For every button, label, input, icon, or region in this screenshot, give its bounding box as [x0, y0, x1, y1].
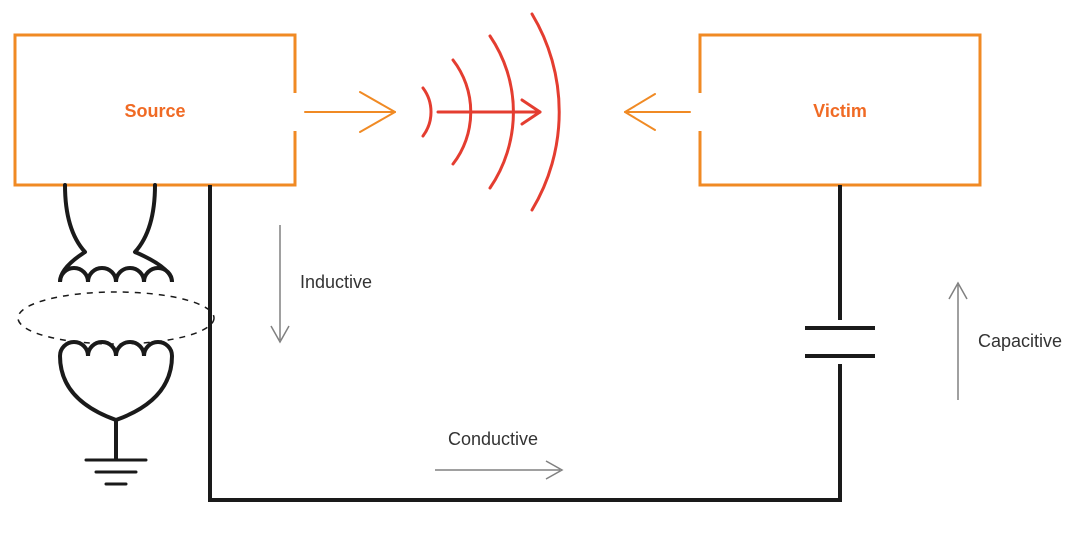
- capacitive-arrow-icon: [949, 283, 967, 400]
- lower-coil-icon: [60, 342, 172, 460]
- source-label: Source: [124, 101, 185, 121]
- source-node: Source: [15, 35, 295, 185]
- source-antenna-icon: [305, 92, 395, 132]
- ground-icon: [86, 460, 146, 484]
- inductive-arrow-icon: [271, 225, 289, 342]
- radiation-waves-icon: [423, 14, 559, 210]
- conductive-arrow-icon: [435, 461, 562, 479]
- coupling-ellipse-icon: [18, 292, 214, 344]
- conductive-label: Conductive: [448, 429, 538, 449]
- inductive-branch: [65, 185, 155, 252]
- victim-antenna-icon: [625, 94, 690, 130]
- victim-label: Victim: [813, 101, 867, 121]
- capacitor-icon: [805, 320, 875, 364]
- upper-coil-icon: [60, 252, 172, 282]
- inductive-label: Inductive: [300, 272, 372, 292]
- conductive-path: [210, 185, 840, 500]
- capacitive-label: Capacitive: [978, 331, 1062, 351]
- victim-node: Victim: [700, 35, 980, 185]
